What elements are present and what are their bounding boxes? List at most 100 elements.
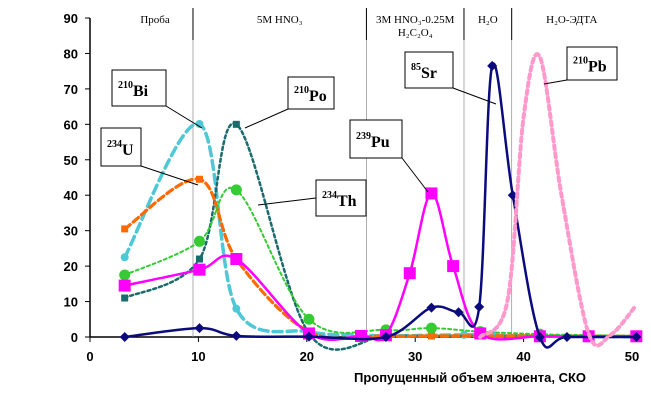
data-point bbox=[631, 332, 642, 342]
data-point bbox=[230, 184, 242, 196]
stage-label-line2: H₂C₂O₄ bbox=[398, 27, 433, 39]
data-point bbox=[403, 267, 416, 280]
data-point bbox=[232, 304, 241, 313]
isotope-mass: 239 bbox=[356, 131, 371, 142]
x-tick-label: 10 bbox=[191, 349, 205, 364]
data-point bbox=[303, 313, 315, 325]
data-point bbox=[193, 235, 205, 247]
isotope-label-th: 234Th bbox=[315, 179, 367, 217]
y-tick-label: 20 bbox=[64, 259, 78, 274]
isotope-label-box bbox=[100, 127, 142, 167]
data-point bbox=[303, 331, 314, 342]
data-point bbox=[426, 302, 437, 313]
stage-label: H₂O-ЭДТА bbox=[546, 14, 597, 26]
label-leader bbox=[165, 105, 203, 129]
isotope-label-text: 210Bi bbox=[118, 80, 149, 100]
label-leader bbox=[257, 197, 317, 206]
isotope-element: Bi bbox=[133, 83, 149, 100]
isotope-label-po: 210Po bbox=[287, 76, 335, 110]
isotope-label-sr: 85Sr bbox=[404, 51, 454, 89]
series-line bbox=[478, 52, 639, 348]
data-point bbox=[121, 294, 129, 302]
label-leader bbox=[140, 165, 199, 186]
x-tick-label: 20 bbox=[300, 349, 314, 364]
data-point bbox=[195, 175, 203, 183]
stage-label: 5M HNO₃ bbox=[257, 14, 303, 26]
data-point bbox=[425, 322, 437, 334]
series-line bbox=[123, 62, 638, 349]
stage-label: Проба bbox=[140, 14, 170, 26]
isotope-label-box bbox=[566, 46, 618, 81]
isotope-label-text: 85Sr bbox=[411, 62, 437, 82]
data-point bbox=[121, 225, 129, 233]
isotope-label-bi: 210Bi bbox=[111, 69, 167, 107]
y-tick-label: 10 bbox=[64, 295, 78, 310]
series-pb bbox=[478, 52, 639, 348]
stage-label: 3M HNO₃-0.25M bbox=[376, 14, 455, 26]
y-tick-label: 70 bbox=[64, 82, 78, 97]
label-leader bbox=[244, 108, 289, 129]
isotope-mass: 85 bbox=[411, 62, 421, 73]
isotope-mass: 210 bbox=[573, 56, 588, 67]
data-point bbox=[380, 332, 391, 342]
axis-ticks: 0 10 20 30 40 50 60 70 80 90 0 10 20 30 40 50 bbox=[64, 11, 640, 364]
y-tick-label: 40 bbox=[64, 188, 78, 203]
isotope-label-text: 239Pu bbox=[356, 131, 390, 151]
isotope-mass: 210 bbox=[294, 85, 309, 96]
isotope-label-box bbox=[315, 179, 367, 217]
x-tick-label: 50 bbox=[625, 349, 639, 364]
isotope-mass: 234 bbox=[107, 139, 122, 150]
data-point bbox=[195, 119, 204, 128]
data-point bbox=[487, 60, 498, 71]
isotope-label-pb: 210Pb bbox=[566, 46, 618, 81]
plot-frame bbox=[89, 18, 632, 338]
data-point bbox=[534, 332, 545, 342]
isotope-element: Pu bbox=[371, 134, 390, 151]
isotope-label-text: 210Pb bbox=[573, 56, 607, 76]
data-point bbox=[193, 263, 206, 276]
isotope-label-pu: 239Pu bbox=[349, 119, 403, 159]
data-point bbox=[195, 255, 203, 263]
isotope-label-text: 234U bbox=[107, 139, 134, 159]
data-point bbox=[474, 301, 485, 312]
data-point bbox=[120, 253, 129, 262]
y-tick-label: 50 bbox=[64, 153, 78, 168]
isotope-mass: 210 bbox=[118, 80, 133, 91]
isotope-label-box bbox=[349, 119, 403, 159]
y-tick-label: 60 bbox=[64, 117, 78, 132]
label-leader bbox=[543, 79, 568, 85]
data-point bbox=[119, 332, 130, 342]
isotope-element: Th bbox=[337, 193, 357, 210]
y-tick-label: 30 bbox=[64, 224, 78, 239]
isotope-mass: 234 bbox=[322, 190, 337, 201]
y-tick-label: 90 bbox=[64, 11, 78, 26]
label-leader bbox=[452, 87, 497, 105]
stage-label: H₂O bbox=[478, 14, 498, 26]
x-tick-label: 0 bbox=[86, 349, 93, 364]
y-tick-label: 0 bbox=[71, 330, 78, 345]
data-point bbox=[447, 260, 460, 273]
data-point bbox=[425, 187, 438, 200]
isotope-label-u: 234U bbox=[100, 127, 142, 167]
isotope-label-text: 234Th bbox=[322, 190, 357, 210]
isotope-label-box bbox=[404, 51, 454, 89]
isotope-label-box bbox=[287, 76, 335, 110]
series-group bbox=[118, 52, 643, 351]
y-tick-label: 80 bbox=[64, 46, 78, 61]
data-point bbox=[231, 330, 242, 341]
data-point bbox=[230, 253, 243, 266]
isotope-element: Sr bbox=[421, 65, 437, 82]
data-point bbox=[453, 307, 464, 318]
isotope-label-box bbox=[111, 69, 167, 107]
isotope-label-text: 210Po bbox=[294, 85, 327, 105]
x-tick-label: 40 bbox=[516, 349, 530, 364]
data-point bbox=[194, 323, 205, 334]
data-point bbox=[561, 332, 572, 342]
x-tick-label: 30 bbox=[408, 349, 422, 364]
data-point bbox=[427, 332, 435, 340]
data-point bbox=[118, 279, 131, 292]
label-leader bbox=[401, 157, 429, 193]
